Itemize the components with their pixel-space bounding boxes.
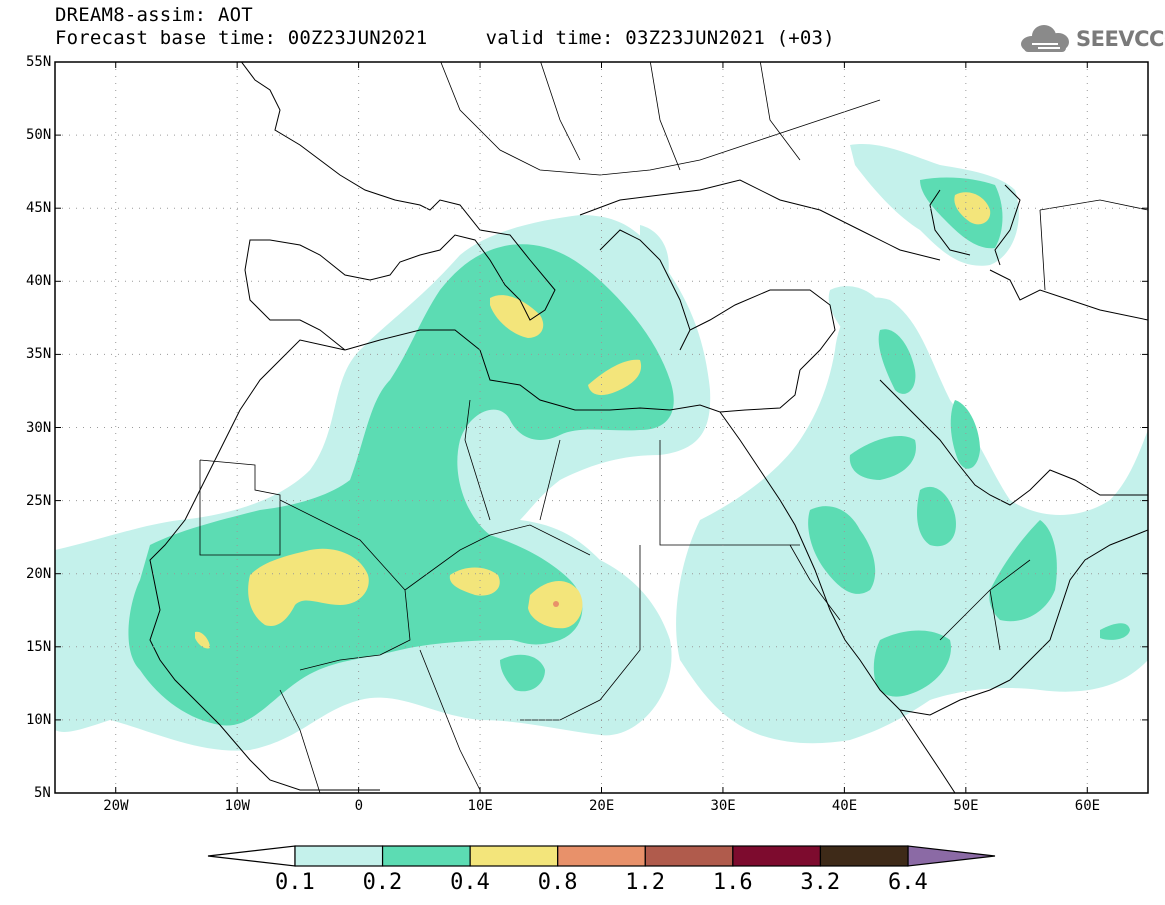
coastlines xyxy=(149,62,1148,793)
colorbar-label: 6.4 xyxy=(888,870,928,895)
lat-label: 50N xyxy=(26,127,52,144)
seevccc-logo: SEEVCCC xyxy=(1076,27,1165,51)
lon-label: 0 xyxy=(354,798,364,814)
cloud-icon xyxy=(1021,25,1069,52)
colorbar-segment xyxy=(469,845,559,867)
aot-colorbar xyxy=(207,845,996,867)
forecast-time-subtitle: Forecast base time: 00Z23JUN2021 valid t… xyxy=(55,27,835,49)
lon-label: 40E xyxy=(831,798,858,814)
aot-contour-0.4 xyxy=(195,192,991,649)
colorbar-segment xyxy=(644,845,734,867)
colorbar-segment xyxy=(732,845,822,867)
map-title: DREAM8-assim: AOT xyxy=(55,4,253,26)
lat-label: 40N xyxy=(26,273,52,290)
lat-label: 35N xyxy=(26,346,52,363)
lat-label: 5N xyxy=(34,785,51,801)
colorbar-under-arrow xyxy=(207,845,296,867)
lat-label: 10N xyxy=(26,711,52,728)
lat-label: 45N xyxy=(26,200,52,217)
colorbar-over-arrow xyxy=(907,845,996,867)
lon-label: 50E xyxy=(953,798,979,814)
lat-label: 55N xyxy=(26,54,52,70)
lon-label: 10E xyxy=(467,798,493,814)
lon-label: 20E xyxy=(589,798,615,814)
lat-label: 15N xyxy=(26,638,52,655)
lon-label: 60E xyxy=(1074,798,1101,814)
colorbar-label: 0.1 xyxy=(275,870,315,895)
lat-label: 25N xyxy=(26,492,52,509)
colorbar-label: 0.8 xyxy=(537,870,578,895)
lon-label: 10W xyxy=(224,798,250,814)
lat-label: 30N xyxy=(26,419,52,436)
lon-label: 20W xyxy=(103,798,129,814)
aot-contour-0.8 xyxy=(553,601,559,607)
colorbar-label: 0.4 xyxy=(450,870,490,895)
colorbar-label: 0.2 xyxy=(362,870,403,895)
colorbar-segment xyxy=(381,845,471,867)
colorbar-segment xyxy=(819,845,909,867)
map-grid xyxy=(55,62,1148,793)
colorbar-segment xyxy=(557,845,646,867)
colorbar-label: 1.2 xyxy=(625,870,666,895)
colorbar-segment xyxy=(294,845,384,867)
lat-label: 20N xyxy=(26,565,52,582)
colorbar-label: 1.6 xyxy=(712,870,753,895)
country-borders xyxy=(199,62,1148,793)
colorbar-label: 3.2 xyxy=(800,870,841,895)
lon-label: 30E xyxy=(710,798,736,814)
